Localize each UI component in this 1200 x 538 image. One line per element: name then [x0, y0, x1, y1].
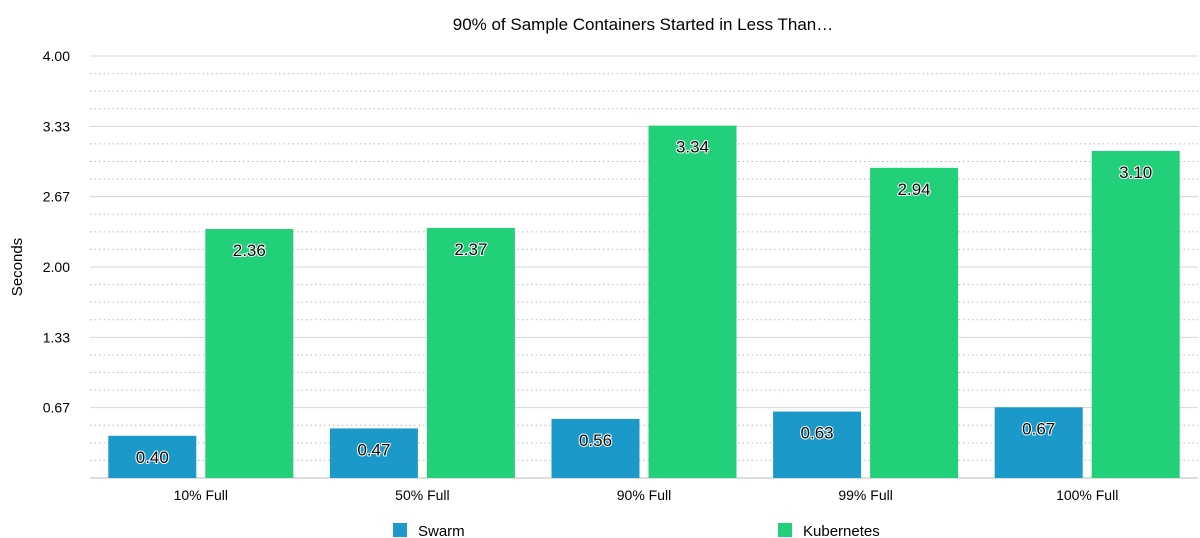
data-label: 3.34	[676, 138, 709, 157]
x-category-label: 90% Full	[617, 487, 671, 503]
y-axis-ticks: 0.67 1.33 2.00 2.67 3.33 4.00	[43, 48, 70, 416]
legend-swatch-kubernetes	[778, 523, 792, 537]
legend: Swarm Kubernetes	[393, 523, 880, 538]
y-tick-label: 2.67	[43, 189, 70, 205]
x-category-label: 10% Full	[174, 487, 228, 503]
data-label: 0.40	[136, 448, 169, 467]
bar-swarm	[108, 435, 197, 478]
chart-title: 90% of Sample Containers Started in Less…	[453, 15, 834, 34]
legend-label-swarm: Swarm	[418, 523, 465, 538]
y-tick-label: 2.00	[43, 259, 70, 275]
bar-swarm	[551, 418, 640, 478]
data-label: 2.37	[454, 240, 487, 259]
y-axis-label: Seconds	[9, 238, 26, 296]
data-label: 0.67	[1022, 419, 1055, 438]
legend-label-kubernetes: Kubernetes	[803, 523, 880, 538]
bar-kubernetes	[648, 125, 737, 478]
bars	[108, 125, 1180, 478]
legend-swatch-swarm	[393, 523, 407, 537]
bar-swarm	[329, 428, 418, 478]
bar-swarm	[994, 407, 1083, 478]
x-category-label: 50% Full	[395, 487, 449, 503]
data-label: 3.10	[1119, 163, 1152, 182]
y-tick-label: 0.67	[43, 400, 70, 416]
y-tick-label: 4.00	[43, 48, 70, 64]
bar-kubernetes	[870, 167, 959, 478]
bar-kubernetes	[1091, 150, 1180, 478]
bar-kubernetes	[426, 227, 515, 478]
bar-swarm	[773, 411, 862, 478]
x-category-label: 100% Full	[1056, 487, 1118, 503]
y-tick-label: 1.33	[43, 329, 70, 345]
data-label: 0.63	[801, 424, 834, 443]
data-label: 2.36	[233, 241, 266, 260]
data-label: 2.94	[898, 180, 931, 199]
data-label: 0.47	[357, 440, 390, 459]
bar-kubernetes	[205, 229, 294, 478]
x-axis-categories: 10% Full 50% Full 90% Full 99% Full 100% Ful…	[174, 487, 1119, 503]
x-category-label: 99% Full	[838, 487, 892, 503]
data-label: 0.56	[579, 431, 612, 450]
y-tick-label: 3.33	[43, 118, 70, 134]
data-labels: 0.40 2.36 0.47 2.37 0.56 3.34 0.63 2.94 0.67 3.10	[135, 137, 1153, 468]
